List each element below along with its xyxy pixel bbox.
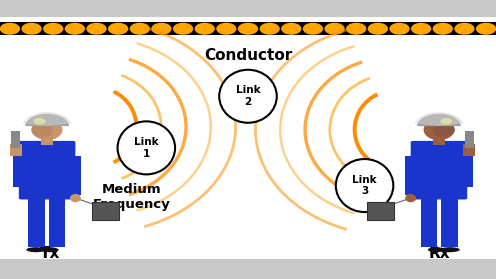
Circle shape — [22, 23, 41, 34]
Circle shape — [152, 23, 171, 34]
Text: Medium
Frequency: Medium Frequency — [93, 183, 170, 211]
Text: Rx: Rx — [428, 246, 450, 261]
Bar — [405, 156, 416, 195]
Bar — [421, 197, 437, 247]
Ellipse shape — [70, 194, 81, 202]
Ellipse shape — [336, 159, 393, 212]
Circle shape — [260, 23, 279, 34]
Ellipse shape — [440, 247, 460, 252]
Ellipse shape — [41, 247, 59, 252]
Circle shape — [44, 23, 62, 34]
Circle shape — [174, 23, 192, 34]
Bar — [462, 148, 473, 187]
Text: Link
1: Link 1 — [134, 137, 159, 159]
Circle shape — [109, 23, 127, 34]
Bar — [367, 202, 394, 220]
Ellipse shape — [118, 121, 175, 174]
Circle shape — [369, 23, 387, 34]
Ellipse shape — [433, 122, 455, 138]
Bar — [441, 197, 458, 247]
Text: Link
3: Link 3 — [352, 175, 377, 196]
Wedge shape — [23, 112, 71, 126]
Bar — [0, 17, 496, 259]
Wedge shape — [417, 114, 461, 126]
Ellipse shape — [31, 122, 53, 138]
Wedge shape — [25, 114, 69, 126]
Ellipse shape — [405, 194, 416, 202]
Bar — [465, 131, 474, 148]
Bar — [13, 148, 24, 187]
Circle shape — [440, 118, 452, 125]
Circle shape — [477, 23, 496, 34]
Circle shape — [130, 23, 149, 34]
Circle shape — [282, 23, 301, 34]
Text: Tx: Tx — [39, 246, 60, 261]
Ellipse shape — [428, 247, 445, 252]
Ellipse shape — [26, 247, 46, 252]
Bar — [11, 131, 20, 148]
Bar — [49, 197, 65, 247]
Circle shape — [347, 23, 366, 34]
Bar — [463, 144, 475, 156]
Bar — [28, 197, 45, 247]
Circle shape — [0, 23, 19, 34]
Circle shape — [304, 23, 322, 34]
Circle shape — [434, 23, 452, 34]
Bar — [10, 144, 22, 156]
Bar — [0, 22, 496, 35]
Circle shape — [195, 23, 214, 34]
Circle shape — [217, 23, 236, 34]
FancyBboxPatch shape — [19, 141, 75, 199]
Circle shape — [239, 23, 257, 34]
Text: Link
2: Link 2 — [236, 85, 260, 107]
Bar — [92, 202, 119, 220]
Ellipse shape — [424, 119, 454, 140]
Text: Conductor: Conductor — [204, 48, 292, 63]
FancyBboxPatch shape — [411, 141, 467, 199]
Ellipse shape — [219, 70, 277, 123]
Circle shape — [325, 23, 344, 34]
Circle shape — [412, 23, 431, 34]
Circle shape — [87, 23, 106, 34]
Bar — [433, 137, 445, 145]
Bar — [70, 156, 81, 195]
Circle shape — [455, 23, 474, 34]
Circle shape — [65, 23, 84, 34]
Circle shape — [390, 23, 409, 34]
Bar — [41, 137, 53, 145]
Circle shape — [34, 118, 46, 125]
Ellipse shape — [32, 119, 62, 140]
Wedge shape — [415, 112, 463, 126]
